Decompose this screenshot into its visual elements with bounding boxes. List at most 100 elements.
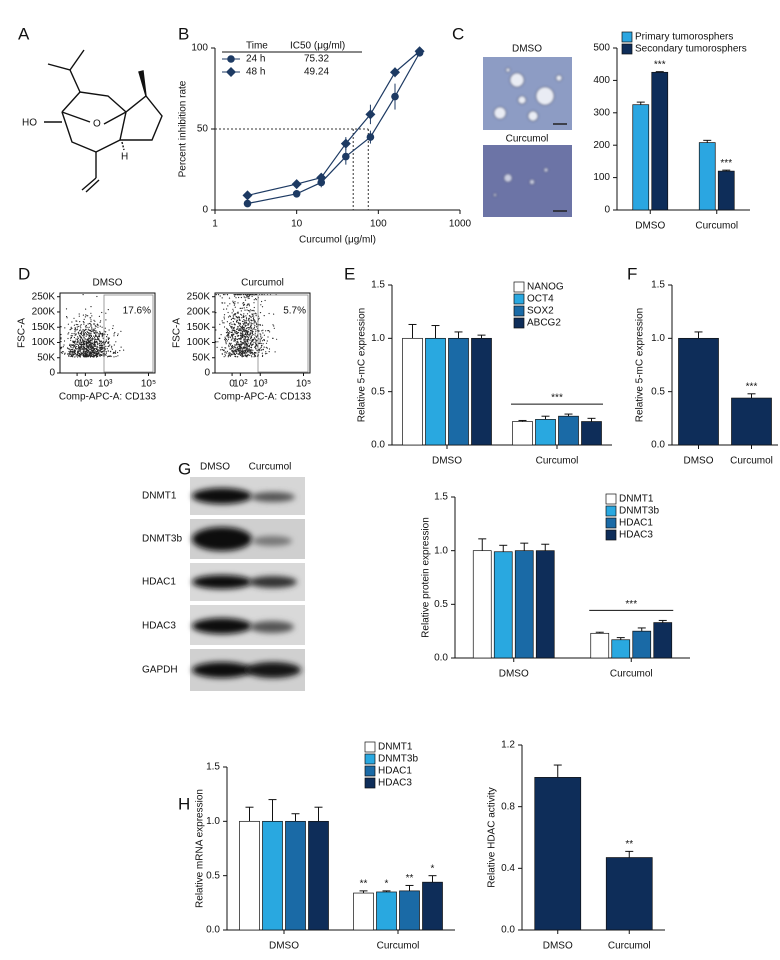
event-dot: [234, 332, 237, 334]
event-dot: [251, 331, 253, 333]
event-dot: [268, 312, 270, 315]
event-dot: [261, 330, 263, 332]
event-dot: [67, 353, 69, 355]
event-dot: [220, 334, 222, 336]
event-dot: [239, 294, 241, 296]
plot-title: Curcumol: [241, 278, 284, 289]
event-dot: [74, 340, 77, 342]
legend-title: IC50 (μg/ml): [290, 41, 345, 52]
event-dot: [239, 328, 242, 330]
event-dot: [99, 355, 101, 357]
event-dot: [241, 348, 243, 350]
event-dot: [248, 318, 250, 321]
event-dot: [83, 341, 85, 343]
significance-label: ***: [551, 393, 563, 404]
event-dot: [93, 345, 95, 348]
event-dot: [248, 349, 250, 351]
event-dot: [254, 346, 256, 348]
event-dot: [86, 351, 89, 353]
event-dot: [96, 347, 98, 349]
event-dot: [110, 347, 113, 349]
event-dot: [80, 346, 82, 348]
legend-swatch: [513, 305, 525, 317]
event-dot: [227, 338, 229, 340]
event-dot: [71, 332, 73, 335]
event-dot: [261, 300, 263, 303]
event-dot: [102, 334, 104, 336]
y-tick-label: 0: [49, 368, 55, 379]
event-dot: [93, 345, 95, 347]
event-dot: [110, 350, 112, 352]
legend-label: DNMT1: [619, 494, 654, 505]
event-dot: [240, 353, 242, 355]
event-dot: [248, 317, 250, 320]
event-dot: [234, 330, 236, 332]
event-dot: [251, 323, 253, 325]
event-dot: [234, 301, 236, 303]
event-dot: [253, 313, 255, 315]
event-dot: [247, 303, 249, 306]
event-dot: [276, 338, 278, 340]
event-dot: [85, 351, 87, 353]
significance-label: *: [431, 863, 435, 874]
event-dot: [60, 337, 62, 339]
event-dot: [80, 337, 82, 340]
event-dot: [86, 354, 88, 356]
significance-label: ***: [746, 381, 758, 392]
event-dot: [82, 348, 84, 350]
event-dot: [83, 330, 85, 332]
event-dot: [229, 316, 231, 318]
event-dot: [66, 347, 69, 349]
y-tick-label: 0.4: [501, 863, 515, 874]
event-dot: [249, 326, 251, 328]
event-dot: [107, 338, 110, 341]
event-dot: [113, 344, 115, 346]
event-dot: [238, 348, 241, 350]
event-dot: [234, 346, 236, 348]
event-dot: [92, 353, 94, 356]
event-dot: [240, 310, 242, 312]
event-dot: [97, 349, 99, 351]
event-dot: [62, 346, 64, 348]
legend-label: HDAC1: [378, 766, 412, 777]
event-dot: [233, 328, 235, 330]
event-dot: [256, 349, 258, 352]
event-dot: [104, 348, 106, 350]
event-dot: [253, 321, 255, 323]
event-dot: [95, 342, 97, 344]
data-point: [390, 67, 401, 78]
x-tick-label: 10⁵: [296, 379, 311, 390]
event-dot: [240, 326, 242, 328]
event-dot: [240, 354, 242, 356]
event-dot: [245, 333, 247, 335]
event-dot: [98, 315, 100, 317]
event-dot: [71, 335, 74, 337]
event-dot: [100, 320, 102, 322]
event-dot: [250, 352, 252, 354]
event-dot: [77, 336, 79, 338]
event-dot: [82, 345, 84, 347]
x-tick-label: DMSO: [684, 456, 714, 467]
event-dot: [231, 346, 233, 348]
event-dot: [255, 347, 257, 349]
event-dot: [115, 341, 117, 343]
event-dot: [70, 354, 72, 357]
event-dot: [93, 355, 95, 358]
event-dot: [232, 310, 234, 312]
event-dot: [69, 344, 71, 347]
event-dot: [79, 339, 81, 341]
event-dot: [76, 346, 78, 348]
event-dot: [246, 332, 249, 335]
legend-label: DNMT3b: [619, 506, 659, 517]
event-dot: [258, 350, 260, 352]
event-dot: [237, 332, 239, 334]
event-dot: [232, 333, 234, 335]
event-dot: [222, 302, 224, 304]
event-dot: [229, 352, 231, 354]
event-dot: [104, 333, 106, 335]
event-dot: [232, 300, 234, 302]
bar: [376, 891, 397, 931]
event-dot: [95, 351, 97, 353]
event-dot: [247, 294, 249, 296]
event-dot: [233, 340, 235, 342]
